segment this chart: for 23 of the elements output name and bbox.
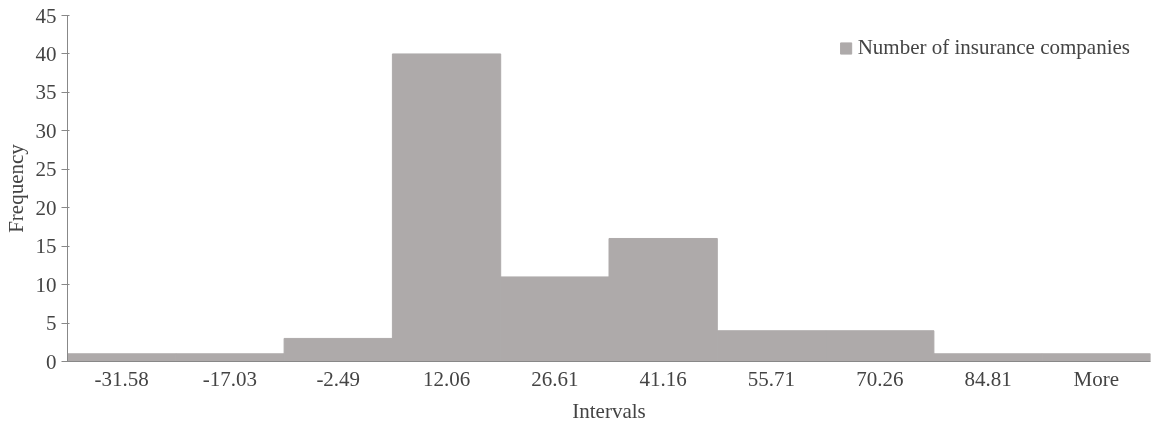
y-tick-label: 5 bbox=[46, 311, 57, 336]
y-tick-label: 30 bbox=[35, 118, 57, 143]
y-tick-label: 45 bbox=[35, 3, 57, 28]
x-tick-label: More bbox=[1073, 366, 1120, 391]
x-tick-label: 26.61 bbox=[531, 366, 579, 391]
x-axis-title: Intervals bbox=[572, 398, 646, 423]
y-tick-label: 15 bbox=[35, 234, 57, 259]
legend-label: Number of insurance companies bbox=[857, 35, 1130, 60]
x-tick-label: 41.16 bbox=[639, 366, 687, 391]
y-tick-label: 35 bbox=[35, 80, 57, 105]
x-tick-label: 12.06 bbox=[422, 366, 471, 391]
x-tick-label: 70.26 bbox=[856, 366, 904, 391]
x-tick-label: 55.71 bbox=[747, 366, 796, 391]
y-tick-label: 25 bbox=[35, 157, 57, 182]
x-tick-label: -17.03 bbox=[202, 366, 258, 391]
y-tick-label: 20 bbox=[35, 195, 57, 220]
y-tick-label: 40 bbox=[35, 41, 57, 66]
y-tick-label: 0 bbox=[46, 349, 57, 374]
x-tick-label: -31.58 bbox=[94, 366, 149, 391]
x-tick-label: 84.81 bbox=[964, 366, 1012, 391]
x-tick-label: -2.49 bbox=[316, 366, 361, 391]
y-tick-label: 10 bbox=[35, 272, 57, 297]
y-axis-title: Frequency bbox=[3, 143, 28, 233]
